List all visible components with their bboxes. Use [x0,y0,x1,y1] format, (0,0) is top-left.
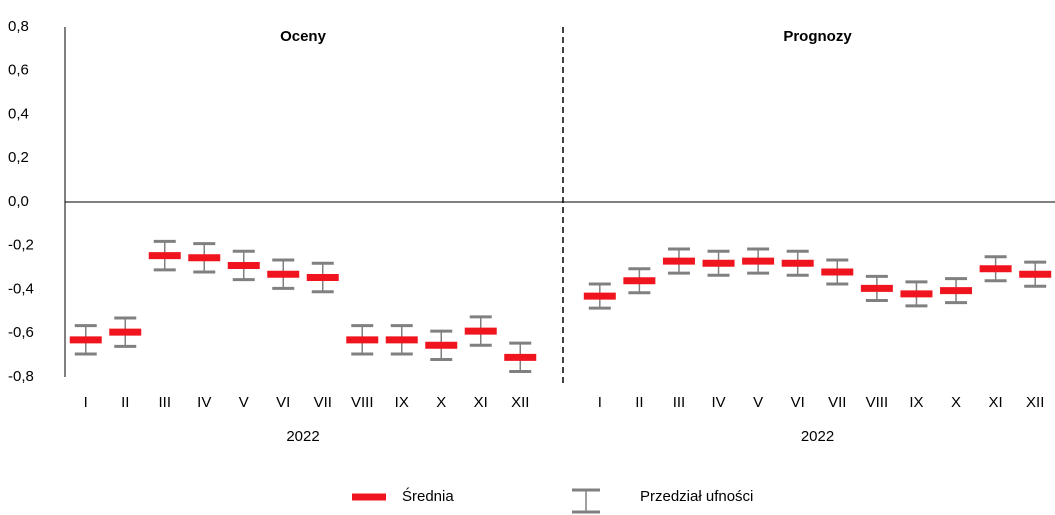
x-tick-label: VI [791,394,805,411]
x-tick-label: VII [828,394,846,411]
y-tick-label: 0,4 [8,105,29,122]
x-tick-label: VI [276,394,290,411]
x-axis-label: 2022 [286,428,319,445]
y-tick-label: -0,2 [8,237,34,254]
x-tick-label: X [951,394,961,411]
legend-label: Średnia [402,487,454,505]
y-tick-label: -0,4 [8,280,34,297]
y-tick-label: -0,6 [8,324,34,341]
x-tick-label: X [436,394,446,411]
y-tick-label: 0,6 [8,62,29,79]
x-tick-label: V [239,394,249,411]
x-tick-label: VIII [866,394,889,411]
y-tick-label: 0,0 [8,193,29,210]
x-tick-label: III [673,394,686,411]
legend-interval-icon [572,488,600,514]
x-tick-label: VII [314,394,332,411]
panel-title: Oceny [280,28,327,45]
x-tick-label: IX [909,394,923,411]
x-axis-label: 2022 [801,428,834,445]
x-tick-label: IX [395,394,409,411]
x-tick-label: II [635,394,643,411]
x-tick-label: XII [511,394,529,411]
x-tick-label: IV [197,394,211,411]
x-tick-label: XII [1026,394,1044,411]
x-tick-label: II [121,394,129,411]
x-tick-label: VIII [351,394,374,411]
y-tick-label: 0,2 [8,149,29,166]
x-tick-label: IV [711,394,725,411]
x-tick-label: III [158,394,171,411]
x-tick-label: I [84,394,88,411]
legend-label: Przedział ufności [640,488,753,505]
panel-title: Prognozy [783,28,852,45]
x-tick-label: V [753,394,763,411]
y-tick-label: -0,8 [8,368,34,385]
x-tick-label: XI [989,394,1003,411]
x-tick-label: I [598,394,602,411]
y-tick-label: 0,8 [8,18,29,35]
x-tick-label: XI [474,394,488,411]
